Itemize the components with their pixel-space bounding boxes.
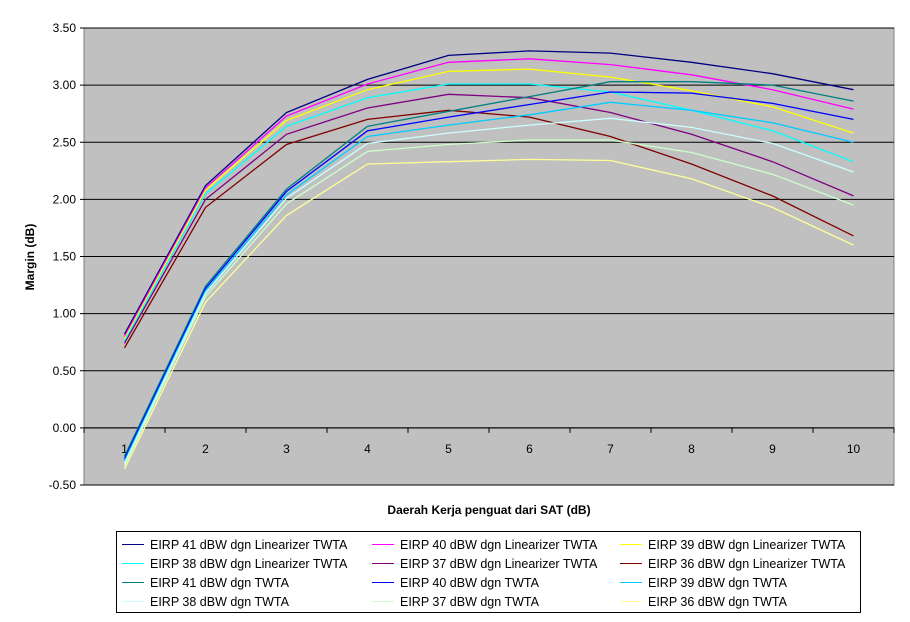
- legend-label: EIRP 39 dBW dgn Linearizer TWTA: [648, 537, 846, 552]
- series-line-8: [123, 91, 854, 459]
- legend-label: EIRP 41 dBW dgn TWTA: [150, 575, 289, 590]
- x-tick-label: 6: [526, 442, 533, 456]
- series-line-6: [123, 109, 854, 349]
- series-lines: [123, 50, 854, 470]
- legend-swatch: [372, 563, 394, 564]
- x-tick-label: 8: [688, 442, 695, 456]
- y-tick-label: 1.00: [53, 307, 77, 321]
- legend: EIRP 41 dBW dgn Linearizer TWTA EIRP 40 d…: [116, 531, 861, 613]
- x-tick-label: 4: [364, 442, 371, 456]
- series-line-11: [123, 139, 854, 466]
- series-line-7: [123, 81, 854, 457]
- legend-item: EIRP 39 dBW dgn TWTA: [615, 573, 860, 592]
- y-tick-label: -0.50: [49, 478, 77, 492]
- x-tick-label: 7: [607, 442, 614, 456]
- legend-label: EIRP 41 dBW dgn Linearizer TWTA: [150, 537, 348, 552]
- legend-item: EIRP 39 dBW dgn Linearizer TWTA: [615, 535, 860, 554]
- legend-item: EIRP 41 dBW dgn TWTA: [117, 573, 367, 592]
- legend-swatch: [620, 544, 642, 545]
- legend-label: EIRP 40 dBW dgn TWTA: [400, 575, 539, 590]
- y-tick-label: 2.50: [53, 135, 77, 149]
- y-tick-label: 3.00: [53, 78, 77, 92]
- legend-item: EIRP 38 dBW dgn TWTA: [117, 592, 367, 611]
- x-tick-label: 1: [121, 442, 128, 456]
- x-tick-label: 5: [445, 442, 452, 456]
- legend-label: EIRP 36 dBW dgn Linearizer TWTA: [648, 556, 846, 571]
- legend-item: EIRP 37 dBW dgn Linearizer TWTA: [367, 554, 615, 573]
- legend-item: EIRP 41 dBW dgn Linearizer TWTA: [117, 535, 367, 554]
- legend-swatch: [122, 563, 144, 564]
- legend-label: EIRP 37 dBW dgn Linearizer TWTA: [400, 556, 598, 571]
- y-tick-label: 2.00: [53, 192, 77, 206]
- legend-swatch: [122, 582, 144, 583]
- series-line-4: [123, 83, 854, 342]
- legend-label: EIRP 38 dBW dgn Linearizer TWTA: [150, 556, 348, 571]
- legend-item: EIRP 36 dBW dgn TWTA: [615, 592, 860, 611]
- chart: -0.50 0.00 0.50 1.00 1.50 2.00 2.50 3.00 3.50 1 2…: [23, 21, 895, 517]
- legend-label: EIRP 39 dBW dgn TWTA: [648, 575, 787, 590]
- legend-label: EIRP 40 dBW dgn Linearizer TWTA: [400, 537, 598, 552]
- legend-label: EIRP 36 dBW dgn TWTA: [648, 594, 787, 609]
- y-axis-title: Margin (dB): [23, 224, 37, 291]
- legend-label: EIRP 38 dBW dgn TWTA: [150, 594, 289, 609]
- legend-label: EIRP 37 dBW dgn TWTA: [400, 594, 539, 609]
- x-tick-label: 2: [202, 442, 209, 456]
- legend-swatch: [122, 544, 144, 545]
- y-tick-label: 0.50: [53, 364, 77, 378]
- series-line-1: [123, 50, 854, 335]
- legend-item: EIRP 40 dBW dgn TWTA: [367, 573, 615, 592]
- series-line-2: [123, 58, 854, 337]
- legend-item: EIRP 38 dBW dgn Linearizer TWTA: [117, 554, 367, 573]
- legend-swatch: [372, 544, 394, 545]
- y-tick-label: 0.00: [53, 421, 77, 435]
- legend-swatch: [620, 582, 642, 583]
- legend-item: EIRP 36 dBW dgn Linearizer TWTA: [615, 554, 860, 573]
- x-tick-label: 10: [847, 442, 861, 456]
- series-line-12: [123, 158, 854, 470]
- legend-swatch: [122, 601, 144, 602]
- y-tick-labels: -0.50 0.00 0.50 1.00 1.50 2.00 2.50 3.00 3.50: [49, 21, 77, 492]
- legend-item: EIRP 37 dBW dgn TWTA: [367, 592, 615, 611]
- y-tick-label: 1.50: [53, 250, 77, 264]
- series-line-5: [123, 93, 854, 344]
- legend-swatch: [372, 601, 394, 602]
- legend-swatch: [620, 563, 642, 564]
- x-axis-title: Daerah Kerja penguat dari SAT (dB): [387, 503, 590, 517]
- x-tick-labels: 1 2 3 4 5 6 7 8 9 10: [83, 427, 895, 456]
- y-tick-label: 3.50: [53, 21, 77, 35]
- x-tick-label: 3: [283, 442, 290, 456]
- x-tick-label: 9: [769, 442, 776, 456]
- legend-swatch: [372, 582, 394, 583]
- series-line-10: [123, 117, 854, 464]
- legend-item: EIRP 40 dBW dgn Linearizer TWTA: [367, 535, 615, 554]
- legend-swatch: [620, 601, 642, 602]
- series-line-9: [123, 101, 854, 462]
